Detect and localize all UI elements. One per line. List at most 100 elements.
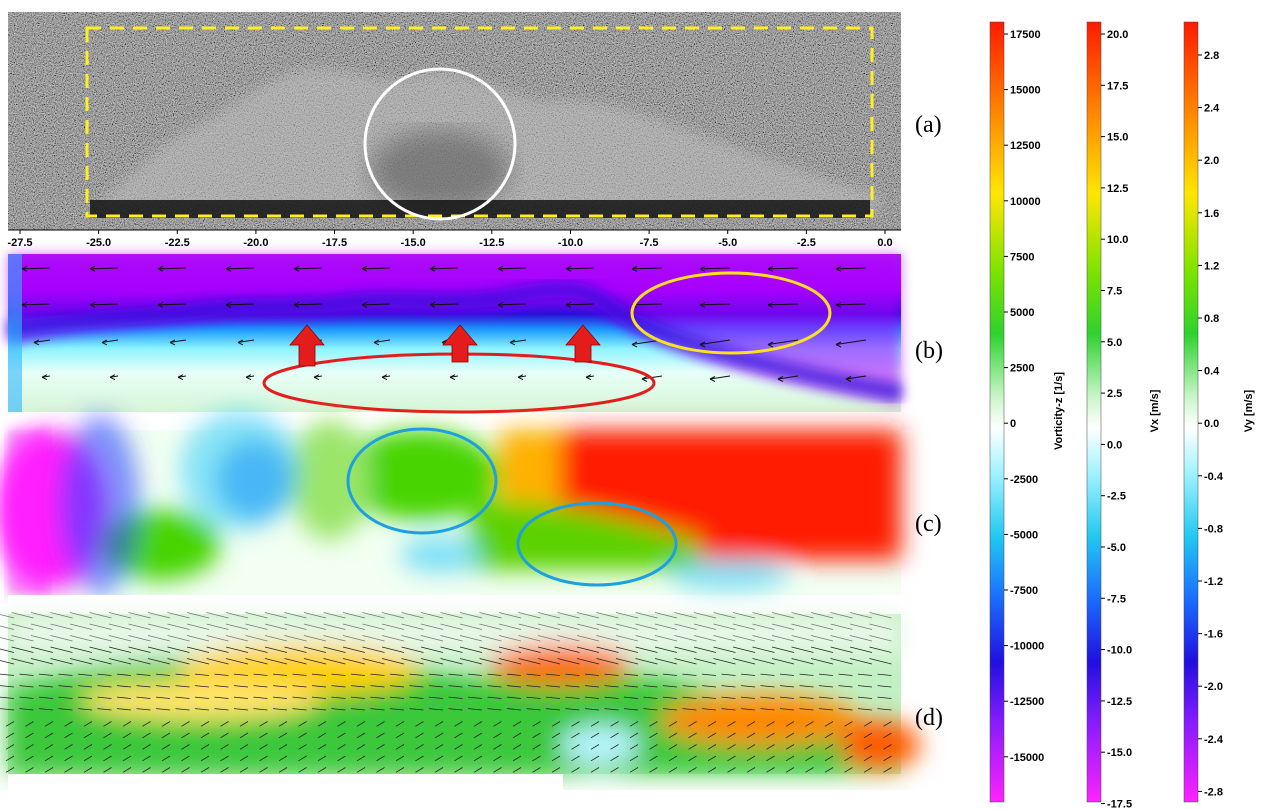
vector-arrow <box>225 612 249 619</box>
vector-arrow <box>448 673 463 676</box>
vector-arrow <box>838 673 853 676</box>
vector-arrow <box>545 673 561 676</box>
vector-arrow <box>459 658 483 665</box>
vector-arrow <box>771 658 795 665</box>
vector-arrow <box>498 623 522 630</box>
x-tick-label: 0.0 <box>877 237 892 249</box>
vector-arrow <box>682 696 697 699</box>
vector-arrow <box>401 635 424 642</box>
vector-arrow <box>551 732 561 739</box>
vector-arrow <box>576 623 600 630</box>
vector-arrow <box>220 767 229 773</box>
vector-arrow <box>699 267 731 270</box>
vector-arrow <box>584 673 600 676</box>
vector-arrow <box>721 673 736 676</box>
vector-arrow <box>278 744 288 750</box>
vector-arrow <box>479 623 502 630</box>
vector-arrow <box>818 673 834 676</box>
vector-arrow <box>83 732 93 739</box>
vector-arrow <box>259 732 268 739</box>
vector-arrow <box>175 673 190 676</box>
colorbar-tick-label: 20.0 <box>1107 29 1128 41</box>
vector-arrow <box>194 673 210 676</box>
vector-arrow <box>668 721 678 727</box>
vector-arrow <box>454 721 463 727</box>
vector-arrow <box>298 744 307 750</box>
vector-arrow <box>136 685 151 688</box>
vector-arrow <box>767 339 799 345</box>
vector-arrow <box>596 635 619 642</box>
vector-arrow <box>214 673 229 676</box>
vector-arrow <box>420 612 444 619</box>
vector-arrow <box>623 708 639 711</box>
vector-arrow <box>674 623 697 630</box>
vector-arrow <box>479 646 502 653</box>
vector-arrow <box>376 767 385 773</box>
vector-arrow <box>604 673 619 676</box>
colorbar-tick-label: 15.0 <box>1107 132 1128 144</box>
vector-arrow <box>186 612 210 619</box>
vector-arrow <box>479 635 502 642</box>
vector-arrow <box>674 646 697 653</box>
vector-arrow <box>381 646 405 653</box>
vector-arrow <box>206 612 229 619</box>
vector-arrow <box>395 767 405 773</box>
vector-arrow-head <box>33 339 40 346</box>
vector-arrow <box>635 612 658 619</box>
vector-arrow <box>220 732 229 739</box>
vector-arrow <box>30 646 54 653</box>
vector-arrow <box>0 685 15 688</box>
vector-arrow <box>259 721 268 727</box>
vector-arrow <box>752 635 775 642</box>
colorbar-tick-label: 0.0 <box>1204 418 1219 430</box>
vector-arrow <box>83 744 93 750</box>
vector-arrow <box>571 732 580 739</box>
vector-arrow <box>551 755 561 762</box>
vector-arrow <box>167 646 190 653</box>
vector-arrow <box>409 685 424 688</box>
vector-arrow <box>643 673 658 676</box>
vector-arrow-head <box>585 374 592 381</box>
vector-arrow <box>409 673 424 676</box>
vector-arrow <box>284 612 307 619</box>
vector-arrow <box>643 696 658 699</box>
vector-arrow <box>136 673 151 676</box>
vector-arrow <box>19 696 34 699</box>
vector-arrow <box>487 708 502 711</box>
vector-arrow <box>693 658 717 665</box>
vector-arrow <box>615 612 639 619</box>
vector-arrow <box>356 744 366 750</box>
vector-arrow <box>493 721 502 727</box>
vector-arrow <box>863 755 873 762</box>
vector-arrow <box>732 646 756 653</box>
colorbar-tick-label: -5000 <box>1010 529 1038 541</box>
vector-arrow <box>284 646 307 653</box>
vector-arrow <box>103 721 112 727</box>
vector-arrow <box>161 721 171 727</box>
vector-arrow <box>799 708 814 711</box>
vector-arrow <box>740 696 756 699</box>
vector-arrow <box>428 696 444 699</box>
vector-arrow <box>278 732 288 739</box>
vector-arrow <box>532 755 541 762</box>
vector-arrow <box>693 635 717 642</box>
vector-arrow-head <box>361 301 368 308</box>
vector-arrow <box>25 721 34 727</box>
vector-arrow <box>610 767 619 773</box>
vector-arrow <box>493 755 502 762</box>
vector-arrow <box>101 339 119 343</box>
vector-arrow <box>824 767 834 773</box>
vector-arrow <box>713 623 736 630</box>
vector-arrow <box>147 612 171 619</box>
vector-arrow <box>565 303 595 306</box>
vector-arrow-head <box>497 265 504 272</box>
vector-arrow <box>674 635 697 642</box>
vector-arrow <box>668 744 678 750</box>
vector-arrow <box>810 635 834 642</box>
vector-arrow <box>545 708 561 711</box>
vector-arrow <box>473 732 483 739</box>
vector-arrow <box>155 685 171 688</box>
vector-arrow <box>721 696 736 699</box>
vector-arrow <box>89 612 112 619</box>
vector-arrow-head <box>177 374 184 381</box>
